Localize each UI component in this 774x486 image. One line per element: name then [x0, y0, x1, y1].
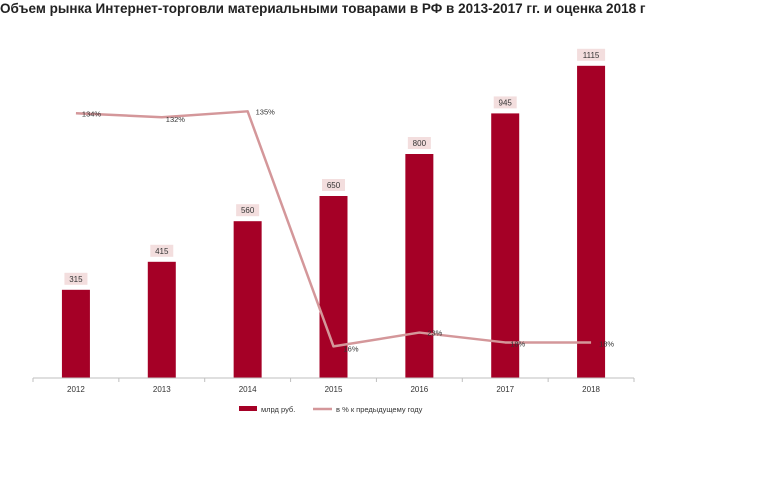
bar-label-bg	[577, 48, 606, 61]
bar-value-label-2016: 800	[413, 139, 427, 148]
bar-value-label-2012: 315	[69, 275, 83, 284]
line-value-label-2012: 134%	[82, 109, 102, 118]
bar-2016	[405, 154, 434, 378]
series-line-percent	[75, 110, 592, 348]
x-tick-label-2017: 2017	[496, 385, 514, 394]
bar-2015	[319, 196, 348, 378]
x-tick-label-2016: 2016	[410, 385, 428, 394]
x-tick-label-2014: 2014	[239, 385, 257, 394]
bar-value-label-2014: 560	[241, 206, 255, 215]
bar-2012	[61, 289, 90, 378]
chart-title: Объем рынка Интернет-торговли материальн…	[0, 1, 646, 16]
bar-2014	[233, 221, 262, 378]
bar-label-bg	[493, 96, 517, 109]
bar-2017	[491, 113, 520, 379]
line-value-label-2015: 16%	[344, 344, 359, 353]
legend-label-bars: млрд руб.	[261, 405, 295, 414]
bar-label-bg	[322, 179, 345, 191]
legend-swatch-bars	[239, 406, 257, 411]
bar-label-bg	[236, 204, 260, 217]
bar-label-bg	[407, 137, 431, 149]
x-tick-label-2018: 2018	[582, 385, 600, 394]
bar-2018	[577, 65, 606, 379]
line-value-label-2013: 132%	[166, 115, 186, 124]
bar-2013	[147, 261, 176, 378]
bar-label-bg	[64, 272, 88, 285]
bar-value-label-2013: 415	[155, 247, 169, 256]
line-value-label-2018: 18%	[599, 339, 614, 348]
line-value-label-2016: 23%	[427, 329, 442, 338]
line-value-label-2017: 18%	[510, 339, 525, 348]
bar-label-bg	[150, 244, 174, 257]
x-tick-label-2013: 2013	[153, 385, 171, 394]
legend-label-line: в % к предыдущему году	[336, 405, 423, 414]
x-tick-label-2015: 2015	[325, 385, 343, 394]
bar-value-label-2017: 945	[499, 98, 513, 107]
bar-value-label-2018: 1115	[583, 51, 600, 60]
bar-value-label-2015: 650	[327, 181, 341, 190]
x-tick-label-2012: 2012	[67, 385, 85, 394]
line-value-label-2014: 135%	[256, 107, 276, 116]
